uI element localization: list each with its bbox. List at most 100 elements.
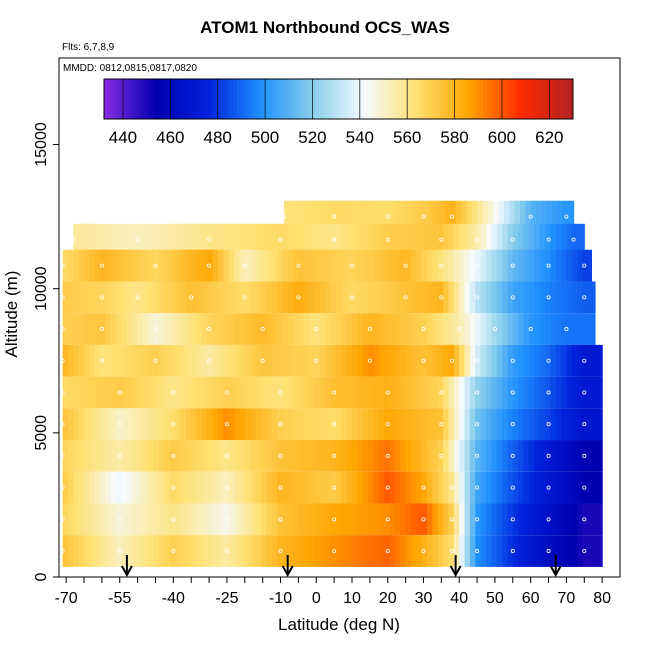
heatmap-cell: [384, 313, 391, 345]
y-tick-label: 10000: [33, 266, 50, 311]
sample-point: [546, 517, 551, 522]
heatmap-cell: [325, 313, 332, 345]
colorbar-swatch: [236, 79, 242, 119]
heatmap-cell: [271, 281, 278, 314]
sample-point: [117, 517, 122, 522]
colorbar-swatch: [131, 79, 136, 119]
heatmap-cell: [491, 440, 498, 472]
heatmap-cell: [303, 249, 310, 282]
heatmap-cell: [544, 223, 551, 256]
heatmap-cell: [223, 503, 230, 536]
heatmap-cell: [100, 471, 107, 504]
heatmap-cell: [593, 281, 596, 314]
heatmap-cell: [121, 281, 128, 314]
heatmap-cell: [201, 440, 208, 472]
colorbar-swatch: [393, 79, 398, 119]
heatmap-cell: [464, 440, 471, 472]
heatmap-cell: [153, 440, 160, 472]
heatmap-cell: [432, 408, 439, 441]
heatmap-cell: [325, 344, 332, 377]
sample-point: [475, 453, 480, 458]
heatmap-cell: [228, 249, 235, 282]
heatmap-cell: [362, 223, 369, 256]
heatmap-cell: [561, 281, 567, 314]
heatmap-cell: [164, 313, 171, 345]
heatmap-cell: [94, 471, 101, 504]
heatmap-cell: [148, 376, 155, 409]
heatmap-cell: [169, 313, 176, 345]
heatmap-cell: [244, 376, 251, 409]
heatmap-cell: [384, 249, 391, 282]
heatmap-cell: [453, 249, 460, 282]
heatmap-cell: [244, 223, 251, 256]
heatmap-cell: [555, 535, 562, 567]
heatmap-cell: [142, 408, 149, 441]
heatmap-cell: [534, 344, 541, 377]
heatmap-cell: [169, 408, 176, 441]
heatmap-cell: [260, 503, 267, 536]
heatmap-cell: [384, 471, 391, 504]
heatmap-cell: [389, 223, 396, 256]
heatmap-cell: [250, 471, 257, 504]
heatmap-cell: [287, 503, 294, 536]
heatmap-cell: [196, 471, 203, 504]
heatmap-cell: [78, 440, 85, 472]
heatmap-cell: [207, 471, 214, 504]
heatmap-cell: [400, 249, 407, 282]
heatmap-cell: [325, 376, 332, 409]
colorbar-swatch: [334, 79, 339, 119]
heatmap-cell: [566, 344, 573, 377]
heatmap-cell: [84, 440, 90, 472]
heatmap-cell: [384, 376, 391, 409]
heatmap-cell: [309, 408, 316, 441]
heatmap-cell: [550, 313, 557, 345]
heatmap-cell: [116, 223, 123, 256]
heatmap-cell: [528, 440, 535, 472]
heatmap-cell: [507, 249, 514, 282]
sample-point: [117, 390, 122, 395]
sample-point: [510, 549, 515, 554]
heatmap-cell: [469, 249, 476, 282]
heatmap-cell: [276, 440, 283, 472]
heatmap-cell: [571, 281, 578, 314]
heatmap-cell: [357, 440, 364, 472]
heatmap-cell: [228, 440, 235, 472]
heatmap-cell: [180, 440, 187, 472]
heatmap-cell: [561, 249, 567, 282]
heatmap-cell: [453, 344, 460, 377]
heatmap-cell: [105, 223, 112, 256]
heatmap-cell: [362, 503, 369, 536]
heatmap-cell: [282, 535, 289, 567]
arrow-head: [549, 565, 562, 578]
heatmap-cell: [116, 535, 123, 567]
heatmap-cell: [525, 200, 532, 233]
heatmap-cell: [410, 535, 417, 567]
heatmap-cell: [319, 249, 326, 282]
heatmap-cell: [244, 249, 251, 282]
heatmap-cell: [491, 313, 498, 345]
heatmap-cell: [89, 313, 96, 345]
y-tick-label: 0: [33, 572, 50, 581]
heatmap-cell: [234, 471, 241, 504]
heatmap-cell: [341, 281, 348, 314]
heatmap-cell: [100, 535, 107, 567]
heatmap-cell: [416, 281, 423, 314]
colorbar-tick-label: 620: [535, 128, 563, 147]
heatmap-cell: [223, 535, 230, 567]
heatmap-cell: [421, 471, 428, 504]
heatmap-cell: [260, 344, 267, 377]
sample-point: [403, 263, 408, 268]
heatmap-cell: [496, 223, 503, 256]
heatmap-cell: [437, 376, 444, 409]
heatmap-cell: [385, 200, 392, 233]
heatmap-cell: [228, 313, 235, 345]
heatmap-cell: [164, 503, 171, 536]
heatmap-cell: [593, 471, 600, 504]
heatmap-cell: [448, 440, 455, 472]
heatmap-cell: [464, 223, 471, 256]
heatmap-cell: [62, 249, 69, 282]
heatmap-cell: [459, 281, 466, 314]
heatmap-cell: [503, 200, 510, 233]
heatmap-cell: [153, 503, 160, 536]
y-axis-label: Altitude (m): [2, 271, 21, 358]
